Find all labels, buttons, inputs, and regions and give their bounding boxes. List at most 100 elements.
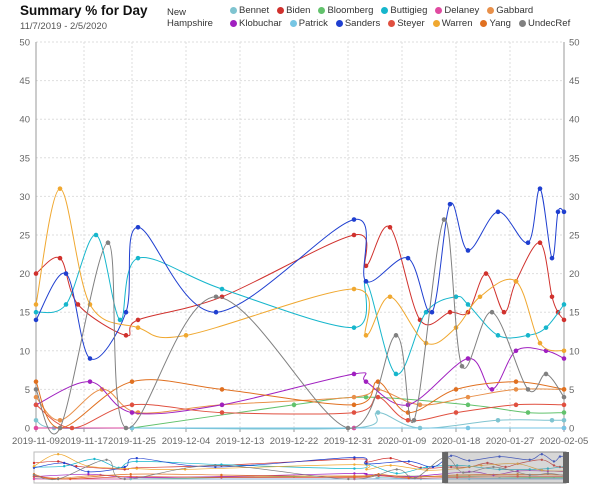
data-point-buttigieg[interactable] — [135, 255, 141, 261]
data-point-sanders[interactable] — [135, 224, 141, 230]
data-point-buttigieg[interactable] — [543, 325, 549, 330]
series-gabbard[interactable] — [33, 387, 567, 423]
data-point-yang[interactable] — [219, 387, 225, 392]
data-point-sanders[interactable] — [363, 279, 369, 284]
data-point-bennet[interactable] — [549, 417, 555, 423]
legend-item-bennet[interactable]: Bennet — [230, 4, 269, 16]
data-point-sanders[interactable] — [447, 201, 453, 207]
data-point-buttigieg[interactable] — [453, 294, 459, 300]
data-point-gabbard[interactable] — [33, 394, 39, 400]
data-point-sanders[interactable] — [495, 209, 501, 215]
data-point-buttigieg[interactable] — [219, 286, 225, 292]
data-point-buttigieg[interactable] — [393, 371, 399, 377]
data-point-undecref[interactable] — [57, 425, 63, 431]
legend-item-undecref[interactable]: UndecRef — [518, 17, 570, 29]
series-bloomberg[interactable] — [129, 394, 567, 431]
data-point-buttigieg[interactable] — [423, 309, 429, 315]
data-point-gabbard[interactable] — [57, 417, 63, 423]
series-biden[interactable] — [33, 224, 567, 338]
data-point-warren[interactable] — [513, 279, 519, 284]
data-point-undecref[interactable] — [393, 333, 399, 338]
data-point-yang[interactable] — [453, 387, 459, 392]
data-point-buttigieg[interactable] — [63, 302, 69, 307]
data-point-undecref[interactable] — [345, 425, 351, 431]
data-point-biden[interactable] — [57, 255, 63, 261]
data-point-gabbard[interactable] — [465, 394, 471, 400]
data-point-klobuchar[interactable] — [87, 379, 93, 384]
data-point-biden[interactable] — [537, 240, 543, 246]
data-point-patrick[interactable] — [465, 425, 471, 431]
data-point-klobuchar[interactable] — [219, 402, 225, 408]
data-point-biden[interactable] — [363, 263, 369, 269]
data-point-klobuchar[interactable] — [129, 410, 135, 415]
data-point-sanders[interactable] — [63, 271, 69, 276]
legend-item-biden[interactable]: Biden — [277, 4, 310, 16]
data-point-sanders[interactable] — [123, 309, 129, 315]
data-point-undecref[interactable] — [123, 425, 129, 431]
data-point-gabbard[interactable] — [417, 402, 423, 408]
data-point-klobuchar[interactable] — [351, 371, 357, 377]
data-point-sanders[interactable] — [561, 209, 567, 215]
data-point-bloomberg[interactable] — [525, 410, 531, 415]
data-point-yang[interactable] — [33, 379, 39, 384]
legend-item-yang[interactable]: Yang — [480, 17, 511, 29]
series-undecref[interactable] — [33, 217, 567, 435]
data-point-biden[interactable] — [549, 294, 555, 300]
data-point-biden[interactable] — [33, 271, 39, 276]
data-point-undecref[interactable] — [105, 240, 111, 246]
data-point-sanders[interactable] — [555, 209, 561, 215]
data-point-klobuchar[interactable] — [561, 356, 567, 361]
data-point-biden[interactable] — [387, 224, 393, 230]
series-steyer[interactable] — [33, 394, 567, 431]
data-point-klobuchar[interactable] — [465, 356, 471, 361]
data-point-biden[interactable] — [501, 309, 507, 315]
data-point-bennet[interactable] — [33, 417, 39, 423]
navigator-selection[interactable] — [444, 451, 567, 484]
data-point-buttigieg[interactable] — [525, 333, 531, 338]
data-point-klobuchar[interactable] — [513, 348, 519, 354]
data-point-biden[interactable] — [75, 302, 81, 307]
data-point-bennet[interactable] — [495, 417, 501, 423]
legend-item-warren[interactable]: Warren — [432, 17, 472, 29]
data-point-warren[interactable] — [477, 294, 483, 300]
data-point-biden[interactable] — [561, 317, 567, 323]
series-klobuchar[interactable] — [33, 347, 567, 415]
data-point-steyer[interactable] — [33, 402, 39, 408]
data-point-steyer[interactable] — [561, 402, 567, 408]
series-bennet[interactable] — [33, 410, 567, 431]
data-point-undecref[interactable] — [33, 387, 39, 392]
data-point-undecref[interactable] — [213, 294, 219, 300]
data-point-sanders[interactable] — [405, 255, 411, 261]
data-point-bloomberg[interactable] — [363, 394, 369, 400]
data-point-steyer[interactable] — [219, 410, 225, 415]
data-point-gabbard[interactable] — [99, 387, 105, 392]
data-point-warren[interactable] — [33, 302, 39, 307]
navigator-handle-right[interactable] — [563, 452, 569, 483]
data-point-patrick[interactable] — [561, 425, 567, 431]
data-point-steyer[interactable] — [375, 394, 381, 400]
data-point-biden[interactable] — [123, 333, 129, 338]
data-point-buttigieg[interactable] — [561, 302, 567, 307]
data-point-klobuchar[interactable] — [489, 387, 495, 392]
data-point-sanders[interactable] — [351, 217, 357, 222]
data-point-steyer[interactable] — [453, 410, 459, 415]
data-point-buttigieg[interactable] — [465, 302, 471, 307]
data-point-sanders[interactable] — [525, 240, 531, 246]
data-point-yang[interactable] — [351, 402, 357, 408]
data-point-gabbard[interactable] — [351, 394, 357, 400]
data-point-steyer[interactable] — [351, 410, 357, 415]
data-point-buttigieg[interactable] — [33, 309, 39, 315]
data-point-sanders[interactable] — [537, 186, 543, 191]
data-point-sanders[interactable] — [429, 309, 435, 315]
data-point-bennet[interactable] — [375, 410, 381, 415]
data-point-bloomberg[interactable] — [465, 402, 471, 408]
data-point-undecref[interactable] — [459, 363, 465, 369]
series-warren[interactable] — [33, 186, 567, 354]
data-point-warren[interactable] — [135, 325, 141, 330]
legend-item-buttigieg[interactable]: Buttigieg — [381, 4, 427, 16]
legend-item-bloomberg[interactable]: Bloomberg — [318, 4, 373, 16]
data-point-biden[interactable] — [135, 317, 141, 323]
data-point-warren[interactable] — [183, 333, 189, 338]
data-point-biden[interactable] — [483, 271, 489, 276]
